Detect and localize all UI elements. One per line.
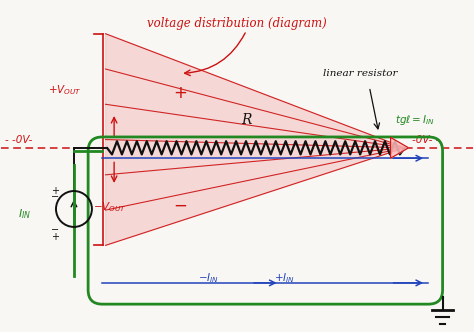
- Text: voltage distribution (diagram): voltage distribution (diagram): [147, 17, 327, 30]
- Text: +: +: [173, 84, 187, 102]
- Polygon shape: [391, 137, 409, 158]
- Text: $tg\ell = I_{IN}$: $tg\ell = I_{IN}$: [395, 113, 436, 127]
- Text: −: −: [51, 225, 59, 235]
- Text: -0V- -: -0V- -: [412, 134, 439, 144]
- Text: +: +: [51, 186, 59, 196]
- Text: −: −: [51, 193, 59, 203]
- Text: $+V_{OUT}$: $+V_{OUT}$: [48, 83, 82, 97]
- Text: linear resistor: linear resistor: [323, 69, 397, 78]
- Text: R: R: [241, 113, 252, 127]
- Text: +: +: [51, 232, 59, 242]
- Text: - -0V-: - -0V-: [5, 134, 33, 144]
- Polygon shape: [106, 34, 405, 245]
- Text: $+I_{IN}$: $+I_{IN}$: [273, 272, 295, 285]
- Text: $-I_{IN}$: $-I_{IN}$: [198, 272, 219, 285]
- Text: −: −: [173, 197, 187, 215]
- Text: $I_{IN}$: $I_{IN}$: [18, 207, 31, 221]
- Text: $-V_{OUT}$: $-V_{OUT}$: [93, 201, 127, 214]
